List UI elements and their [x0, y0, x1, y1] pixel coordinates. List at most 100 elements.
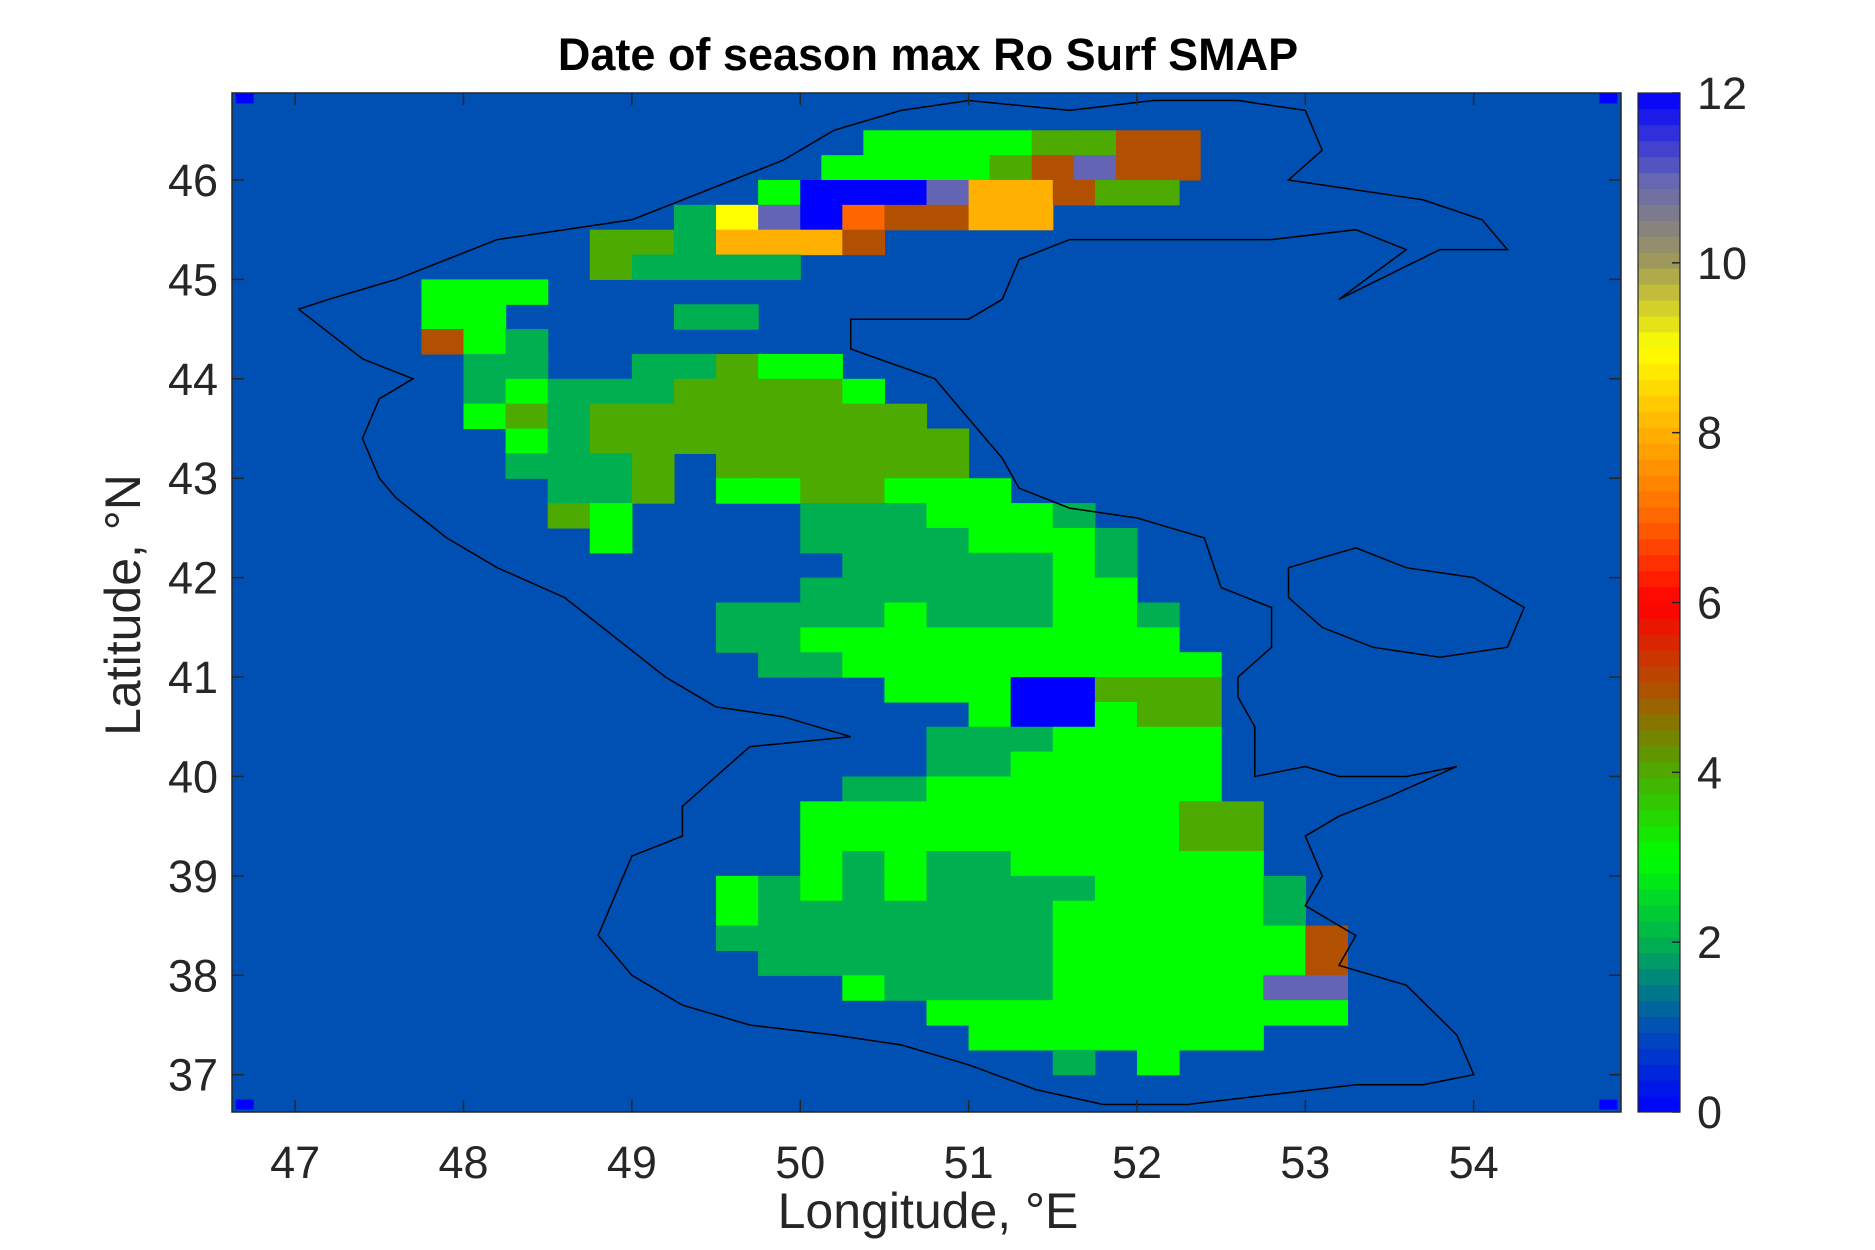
heatmap-cell — [1052, 1049, 1096, 1076]
heatmap-cell — [1094, 652, 1138, 678]
heatmap-cell — [842, 776, 886, 802]
heatmap-cell — [800, 900, 843, 927]
heatmap-cell — [716, 304, 759, 330]
colorbar-segment — [1638, 745, 1680, 763]
heatmap-cell — [800, 627, 843, 653]
heatmap-cell — [884, 826, 928, 852]
heatmap-cell — [1010, 776, 1054, 802]
heatmap-cell — [1073, 130, 1117, 156]
heatmap-cell — [842, 403, 886, 430]
heatmap-cell — [1221, 875, 1264, 902]
heatmap-cell — [800, 801, 843, 827]
heatmap-cell — [926, 776, 970, 802]
heatmap-cell — [1179, 776, 1222, 802]
heatmap-cell — [842, 229, 886, 256]
heatmap-cell — [547, 403, 591, 430]
heatmap-cell — [968, 925, 1012, 952]
heatmap-cell — [884, 900, 928, 927]
heatmap-cell — [968, 602, 1012, 628]
heatmap-cell — [1052, 577, 1096, 604]
colorbar-tick-label: 8 — [1697, 408, 1722, 459]
heatmap-cell — [716, 875, 759, 902]
x-tick-label: 51 — [944, 1137, 994, 1188]
heatmap-cell — [1136, 925, 1180, 952]
heatmap-cell — [463, 353, 507, 380]
heatmap-cell — [1136, 1000, 1180, 1026]
heatmap-cell — [842, 179, 886, 206]
heatmap-cell — [968, 950, 1012, 976]
heatmap-cell — [926, 204, 970, 231]
plot-area — [231, 92, 1622, 1113]
heatmap-cell — [800, 851, 843, 877]
heatmap-cell — [673, 254, 717, 281]
heatmap-cell — [716, 900, 759, 927]
heatmap-cell — [589, 453, 633, 479]
colorbar-segment — [1638, 698, 1680, 715]
heatmap-cell — [631, 403, 675, 430]
heatmap-cell — [884, 577, 928, 604]
colorbar-segment — [1638, 666, 1680, 683]
heatmap-cell — [1052, 950, 1096, 976]
heatmap-cell — [1010, 900, 1054, 927]
heatmap-cell — [926, 503, 970, 529]
x-tick-label: 50 — [775, 1137, 825, 1188]
heatmap-cell — [1179, 701, 1222, 728]
heatmap-cell — [1136, 875, 1180, 902]
heatmap-cell — [547, 478, 591, 504]
x-tick-label: 47 — [270, 1137, 320, 1188]
heatmap-cell — [1094, 1025, 1138, 1051]
heatmap-cell — [800, 204, 843, 231]
colorbar-segment — [1638, 347, 1680, 365]
heatmap-cell — [758, 875, 801, 902]
heatmap-cell — [926, 975, 970, 1001]
y-tick-label: 45 — [168, 254, 218, 305]
colorbar-segment — [1638, 172, 1680, 190]
heatmap-cell — [1010, 1025, 1054, 1051]
heatmap-cell — [1094, 900, 1138, 927]
heatmap-cell — [842, 527, 886, 554]
heatmap-cell — [884, 204, 928, 231]
heatmap-cell — [842, 378, 886, 405]
heatmap-cell — [926, 851, 970, 877]
heatmap-cell — [1094, 801, 1138, 827]
colorbar-tick-label: 4 — [1697, 747, 1722, 798]
heatmap-cell — [968, 751, 1012, 778]
heatmap-cell — [884, 503, 928, 529]
heatmap-cell — [1052, 503, 1096, 529]
heatmap-cell — [758, 925, 801, 952]
heatmap-cell — [842, 627, 886, 653]
colorbar-segment — [1638, 1016, 1680, 1033]
heatmap-cell — [926, 453, 970, 479]
heatmap-cell — [800, 826, 843, 852]
y-tick-label: 46 — [168, 155, 218, 206]
colorbar-segment — [1638, 761, 1680, 779]
heatmap-cell — [926, 179, 970, 206]
heatmap-cell — [1136, 677, 1180, 703]
y-tick-label: 42 — [168, 553, 218, 604]
colorbar-segment — [1638, 1080, 1680, 1097]
heatmap-cell — [1115, 130, 1159, 156]
heatmap-cell — [547, 503, 591, 529]
colorbar-segment — [1638, 952, 1680, 970]
heatmap-cell — [505, 329, 549, 355]
heatmap-cell — [673, 304, 717, 330]
heatmap-cell — [1094, 602, 1138, 628]
colorbar-segment — [1638, 491, 1680, 508]
heatmap-cell — [673, 428, 717, 454]
heatmap-cell — [589, 254, 633, 281]
colorbar-segment — [1638, 713, 1680, 731]
heatmap-cell — [1221, 950, 1264, 976]
heatmap-cell — [926, 652, 970, 678]
heatmap-cell — [968, 577, 1012, 604]
heatmap-cell — [1221, 1025, 1264, 1051]
heatmap-cell — [1010, 552, 1054, 579]
colorbar-segment — [1638, 873, 1680, 890]
colorbar-segment — [1638, 236, 1680, 253]
heatmap-cell — [505, 453, 549, 479]
heatmap-cell — [968, 503, 1012, 529]
heatmap-cell — [884, 975, 928, 1001]
heatmap-cell — [1094, 776, 1138, 802]
heatmap-cell — [800, 602, 843, 628]
heatmap-cell — [842, 801, 886, 827]
